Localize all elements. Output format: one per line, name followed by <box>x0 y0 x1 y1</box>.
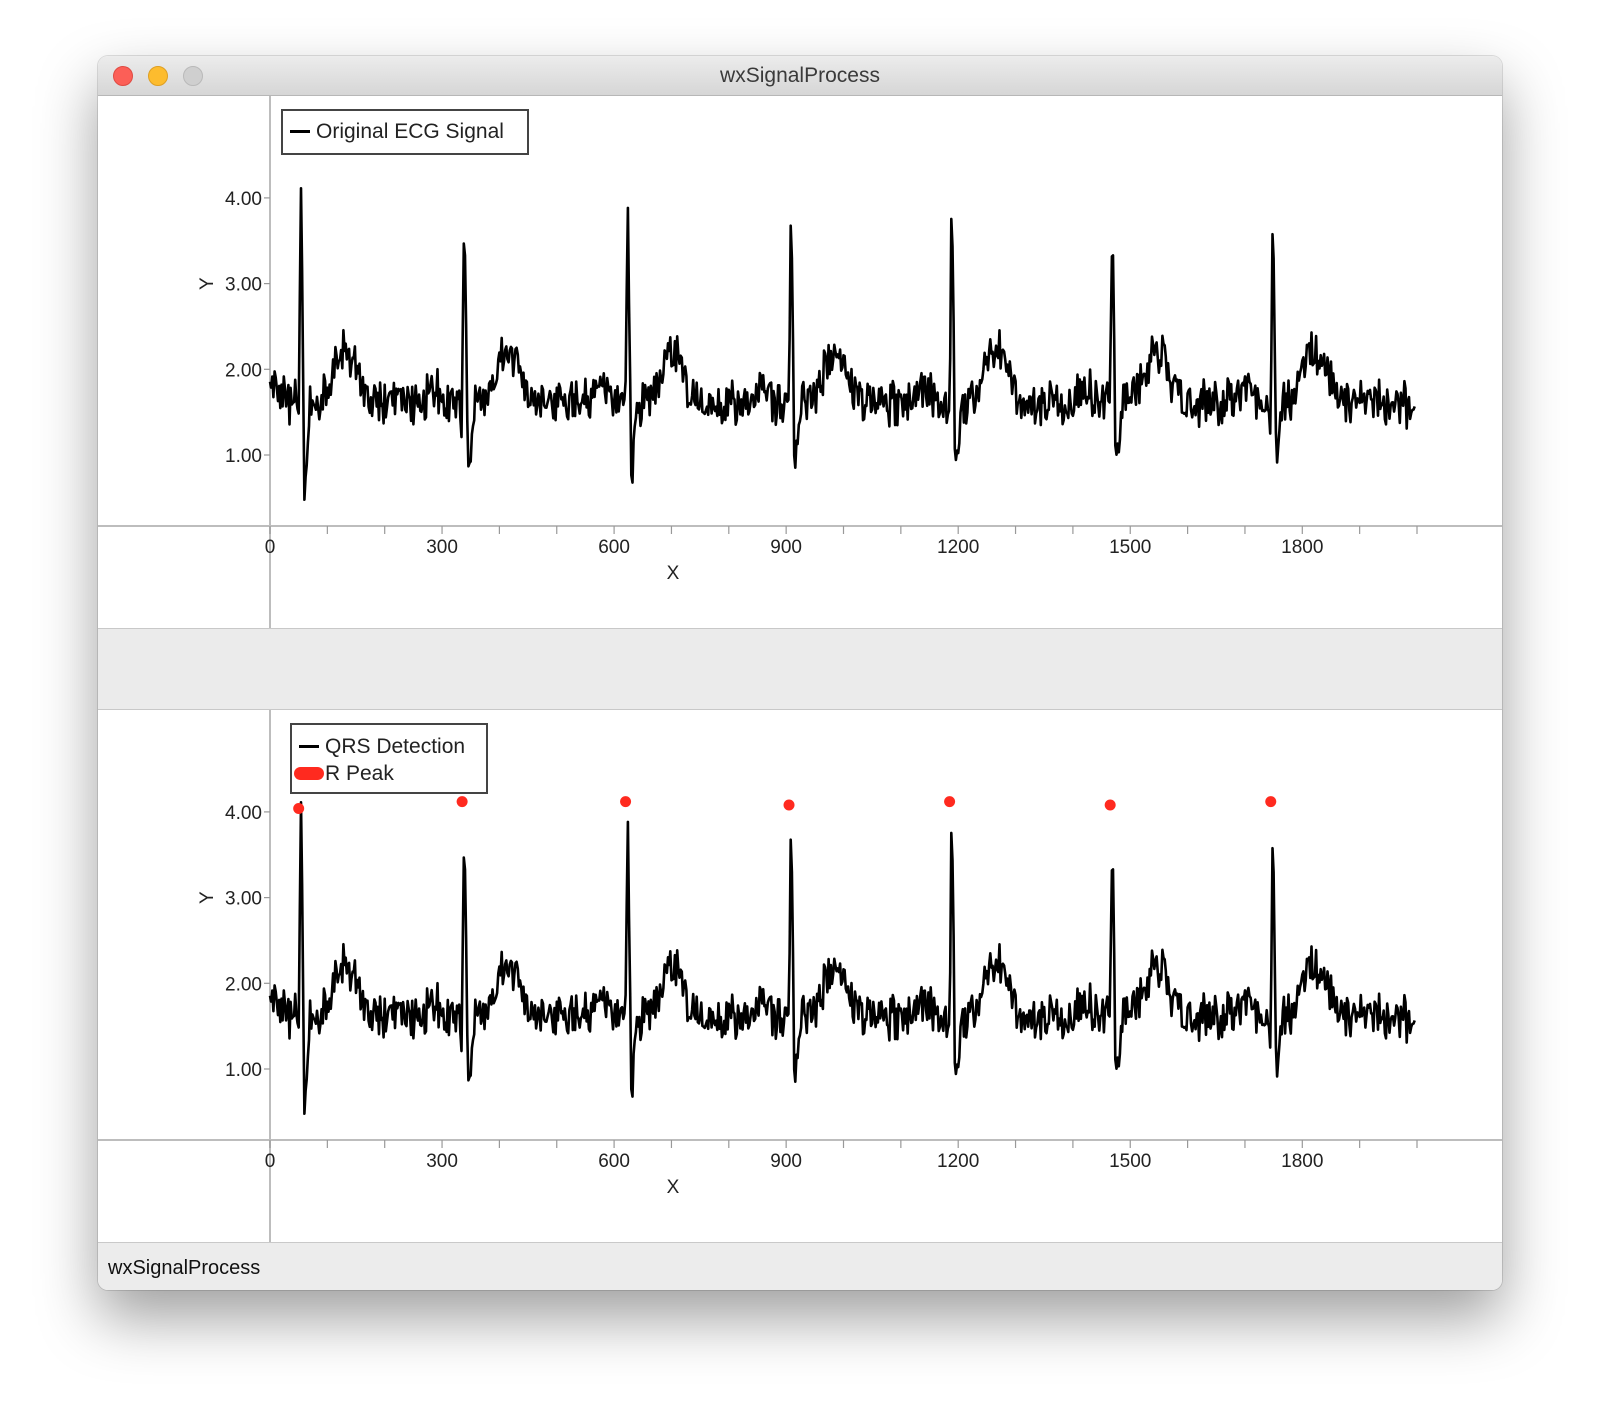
x-tick-label: 1800 <box>1281 1151 1323 1172</box>
x-tick-label: 900 <box>770 1151 802 1172</box>
window-title: wxSignalProcess <box>720 64 880 87</box>
title-bar[interactable]: wxSignalProcess <box>98 56 1502 96</box>
legend-label: R Peak <box>325 762 394 785</box>
x-tick-label: 600 <box>598 1151 630 1172</box>
legend-original: Original ECG Signal <box>281 109 529 155</box>
x-tick-label: 300 <box>426 537 458 558</box>
x-tick-label: 900 <box>770 537 802 558</box>
qrs-detection-chart[interactable]: 0 300 600 900 1200 1500 1800 X 1.00 2.00 3.00 4.00 Y <box>98 710 1502 1242</box>
x-tick-label: 600 <box>598 537 630 558</box>
plot-area: 0 300 600 900 1200 1500 1800 X 1.00 2.00 3.00 4.00 Y <box>98 710 1502 1242</box>
y-tick-label: 3.00 <box>225 889 262 910</box>
close-button[interactable] <box>113 66 133 86</box>
app-window: wxSignalProcess 0 300 600 900 1200 1500 1800 X 1… <box>98 56 1502 1290</box>
r-peak-marker <box>1265 796 1277 808</box>
legend-dot-icon <box>294 767 324 780</box>
legend-qrs: QRS Detection R Peak <box>290 723 488 794</box>
y-axis-label: Y <box>197 277 218 290</box>
status-text: wxSignalProcess <box>108 1257 261 1279</box>
x-axis-label: X <box>667 1177 680 1198</box>
x-tick-label: 1200 <box>937 1151 979 1172</box>
legend-line-icon <box>290 130 310 133</box>
x-tick-label: 0 <box>265 1151 276 1172</box>
x-tick-label: 300 <box>426 1151 458 1172</box>
panel-divider <box>98 628 1502 710</box>
legend-item-original-ecg: Original ECG Signal <box>283 118 527 145</box>
y-tick-label: 2.00 <box>225 974 262 995</box>
r-peak-marker <box>293 802 305 814</box>
legend-item-r-peak: R Peak <box>292 760 486 787</box>
plot-area: 0 300 600 900 1200 1500 1800 X 1.00 2.00 3.00 4.00 Y <box>98 96 1502 628</box>
legend-label: Original ECG Signal <box>316 120 504 143</box>
r-peak-marker <box>944 796 956 808</box>
r-peak-marker <box>783 799 795 811</box>
r-peak-marker <box>1104 799 1116 811</box>
x-tick-label: 1500 <box>1109 537 1151 558</box>
r-peak-marker <box>456 796 468 808</box>
y-tick-label: 2.00 <box>225 360 262 381</box>
r-peak-marker <box>620 796 632 808</box>
x-tick-label: 1500 <box>1109 1151 1151 1172</box>
status-bar: wxSignalProcess <box>98 1242 1502 1290</box>
y-tick-label: 1.00 <box>225 446 262 467</box>
qrs-detection-plot[interactable]: 0 300 600 900 1200 1500 1800 X 1.00 2.00 3.00 4.00 Y… <box>98 710 1502 1242</box>
legend-line-icon <box>299 745 319 748</box>
signal-line <box>268 187 1416 501</box>
x-tick-label: 1800 <box>1281 537 1323 558</box>
y-axis-label: Y <box>197 891 218 904</box>
y-tick-label: 1.00 <box>225 1060 262 1081</box>
y-tick-label: 3.00 <box>225 275 262 296</box>
y-tick-label: 4.00 <box>225 189 262 210</box>
zoom-button[interactable] <box>183 66 203 86</box>
x-axis-label: X <box>667 563 680 584</box>
x-tick-label: 1200 <box>937 537 979 558</box>
original-ecg-plot[interactable]: 0 300 600 900 1200 1500 1800 X 1.00 2.00 3.00 4.00 Y… <box>98 96 1502 628</box>
original-ecg-chart[interactable]: 0 300 600 900 1200 1500 1800 X 1.00 2.00 3.00 4.00 Y <box>98 96 1502 628</box>
legend-item-qrs-detection: QRS Detection <box>292 733 486 760</box>
legend-label: QRS Detection <box>325 735 466 758</box>
signal-line <box>268 801 1416 1115</box>
x-tick-label: 0 <box>265 537 276 558</box>
minimize-button[interactable] <box>148 66 168 86</box>
y-tick-label: 4.00 <box>225 803 262 824</box>
